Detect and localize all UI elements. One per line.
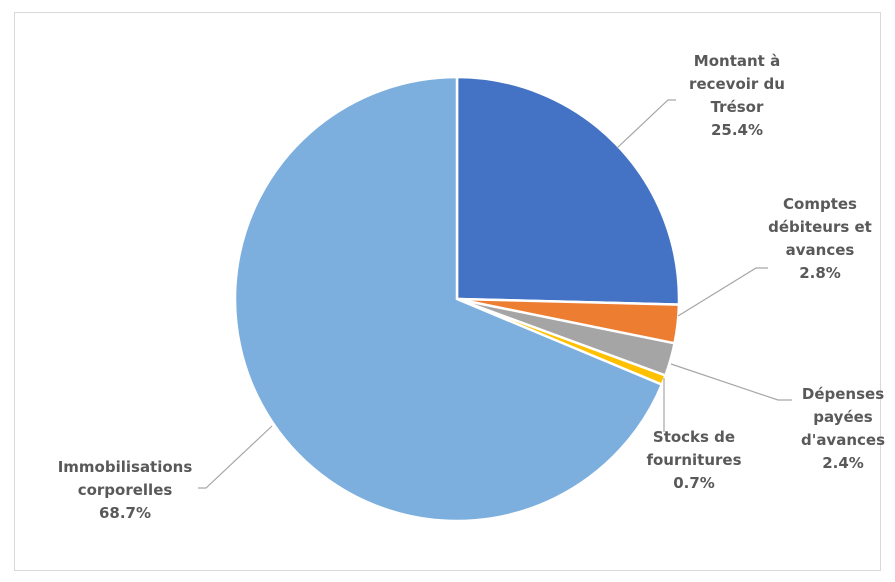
value-label: 68.7% (98, 504, 152, 522)
value-label: 2.8% (799, 264, 841, 282)
category-name: Montant à recevoir du Trésor (689, 52, 785, 116)
leader-line (616, 99, 676, 149)
value-label: 2.4% (822, 454, 864, 472)
data-label: Dépenses payées d'avances 2.4% (773, 383, 895, 475)
data-label-text: Montant à recevoir du Trésor 25.4% (667, 50, 807, 142)
data-label-text: Comptes débiteurs et avances 2.8% (750, 193, 890, 285)
slice (233, 75, 664, 523)
data-label: Comptes débiteurs et avances 2.8% (750, 193, 890, 285)
data-label: Immobilisations corporelles 68.7% (30, 456, 220, 525)
leader-line (198, 425, 273, 489)
slices (233, 75, 681, 523)
data-label-text: Stocks de fournitures 0.7% (624, 426, 764, 495)
data-label: Montant à recevoir du Trésor 25.4% (667, 50, 807, 142)
data-label: Stocks de fournitures 0.7% (624, 426, 764, 495)
category-name: Dépenses payées d'avances (800, 385, 886, 449)
data-label-text: Dépenses payées d'avances 2.4% (773, 383, 895, 475)
category-name: Comptes débiteurs et avances (768, 195, 872, 259)
value-label: 0.7% (673, 474, 715, 492)
data-label-text: Immobilisations corporelles 68.7% (30, 456, 220, 525)
leader-line (670, 363, 792, 401)
value-label: 25.4% (710, 121, 764, 139)
category-name: Immobilisations corporelles (57, 458, 193, 499)
slice (455, 75, 681, 306)
leader-lines (198, 99, 792, 489)
leader-line (677, 267, 768, 317)
category-name: Stocks de fournitures (646, 428, 742, 469)
